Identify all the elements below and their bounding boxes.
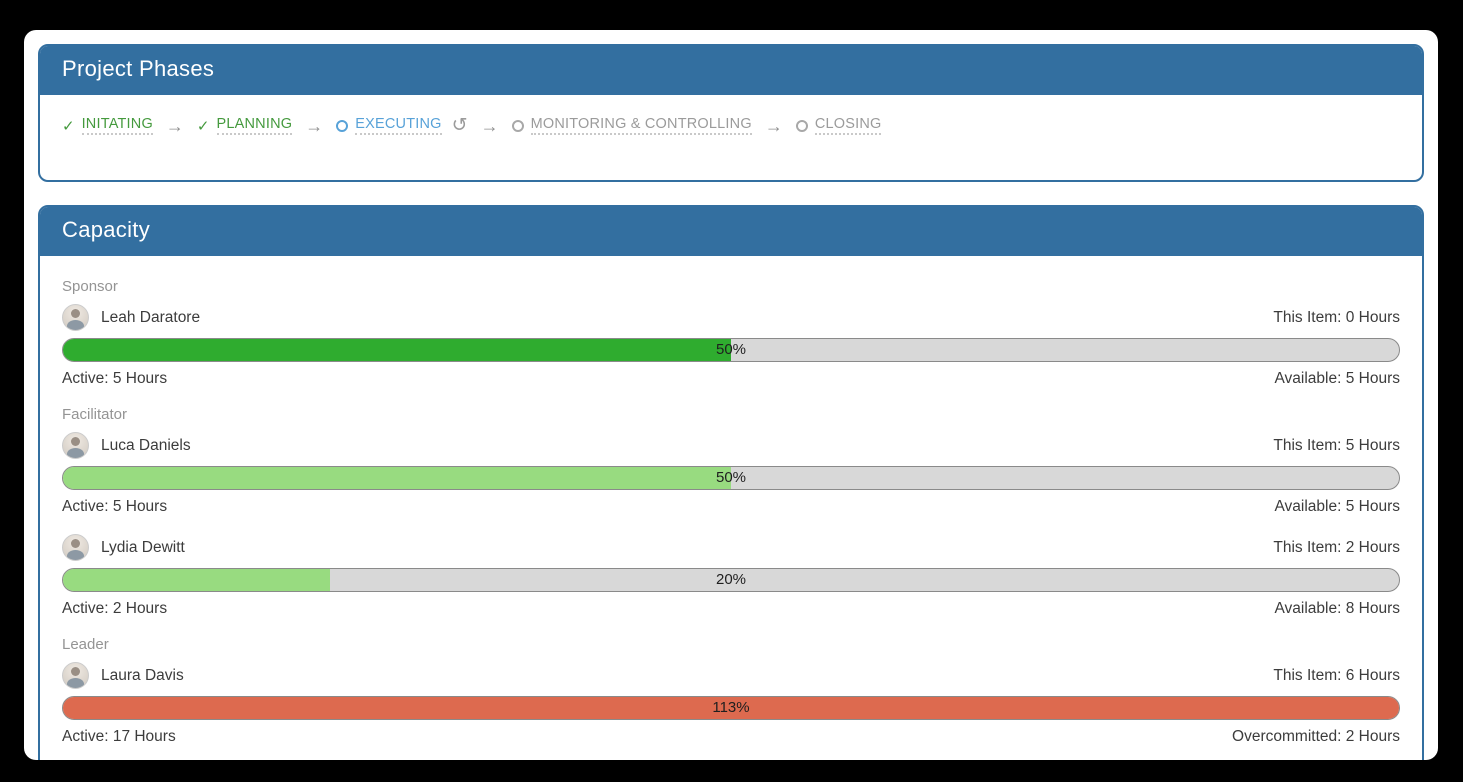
phase-stepper: ✓ INITATING → ✓ PLANNING → EXECUTING ↺ → [62, 116, 1400, 135]
stats-row: Active: 5 Hours Available: 5 Hours [62, 370, 1400, 388]
project-phases-header: Project Phases [40, 46, 1422, 95]
active-hours: Active: 5 Hours [62, 498, 168, 515]
capacity-bar: 50% [62, 338, 1400, 362]
capacity-panel: Capacity Sponsor Leah Daratore This Item… [38, 205, 1424, 760]
capacity-row: Leader Laura Davis This Item: 6 Hours 11… [62, 636, 1400, 746]
avatar [62, 432, 89, 459]
capacity-bar-percent: 20% [715, 571, 747, 588]
capacity-row: Lydia Dewitt This Item: 2 Hours 20% Acti… [62, 534, 1400, 618]
stats-row: Active: 5 Hours Available: 5 Hours [62, 498, 1400, 516]
circle-icon [795, 119, 808, 132]
capacity-row: Sponsor Leah Daratore This Item: 0 Hours… [62, 278, 1400, 388]
phases-body: ✓ INITATING → ✓ PLANNING → EXECUTING ↺ → [40, 95, 1422, 180]
person-row: Luca Daniels This Item: 5 Hours [62, 432, 1400, 459]
active-hours: Active: 17 Hours [62, 728, 176, 745]
capacity-bar-fill [63, 467, 731, 489]
role-label-facilitator: Facilitator [62, 406, 128, 423]
circle-icon [511, 119, 524, 132]
available-hours: Available: 5 Hours [1274, 370, 1400, 387]
restart-phase-icon[interactable]: ↺ [451, 115, 468, 136]
stats-row: Active: 17 Hours Overcommitted: 2 Hours [62, 728, 1400, 746]
capacity-bar-fill [63, 697, 1399, 719]
this-item-hours: This Item: 6 Hours [1273, 666, 1400, 684]
capacity-bar-fill [63, 339, 731, 361]
capacity-body: Sponsor Leah Daratore This Item: 0 Hours… [40, 256, 1422, 746]
active-hours: Active: 2 Hours [62, 600, 168, 617]
capacity-bar-percent: 50% [715, 341, 747, 358]
phase-item-initiating[interactable]: ✓ INITATING [62, 116, 153, 135]
check-icon: ✓ [196, 117, 210, 135]
available-hours: Available: 5 Hours [1274, 498, 1400, 515]
avatar [62, 304, 89, 331]
capacity-bar-percent: 50% [715, 469, 747, 486]
available-hours: Available: 8 Hours [1274, 600, 1400, 617]
avatar [62, 662, 89, 689]
circle-icon [336, 119, 349, 132]
project-phases-title: Project Phases [62, 56, 215, 81]
person-name: Lydia Dewitt [101, 538, 185, 556]
overcommitted-hours: Overcommitted: 2 Hours [1232, 728, 1400, 745]
page: Project Phases ✓ INITATING → ✓ PLANNING … [24, 30, 1438, 760]
phase-item-monitoring-controlling[interactable]: MONITORING & CONTROLLING [511, 116, 752, 135]
capacity-bar: 50% [62, 466, 1400, 490]
avatar [62, 534, 89, 561]
phase-label: PLANNING [216, 116, 293, 135]
project-phases-panel: Project Phases ✓ INITATING → ✓ PLANNING … [38, 44, 1424, 182]
capacity-bar-percent: 113% [712, 699, 750, 716]
capacity-bar-fill [63, 569, 331, 591]
phase-label: MONITORING & CONTROLLING [530, 116, 752, 135]
phase-label: INITATING [81, 116, 153, 135]
stats-row: Active: 2 Hours Available: 8 Hours [62, 600, 1400, 618]
arrow-right-icon: → [480, 115, 499, 136]
person-row: Lydia Dewitt This Item: 2 Hours [62, 534, 1400, 561]
person-row: Leah Daratore This Item: 0 Hours [62, 304, 1400, 331]
person-row: Laura Davis This Item: 6 Hours [62, 662, 1400, 689]
person-name: Luca Daniels [101, 436, 191, 454]
arrow-right-icon: → [764, 115, 783, 136]
role-label-leader: Leader [62, 636, 109, 653]
this-item-hours: This Item: 0 Hours [1273, 308, 1400, 326]
phase-item-planning[interactable]: ✓ PLANNING [196, 116, 293, 135]
phase-item-executing[interactable]: EXECUTING ↺ [336, 115, 468, 136]
capacity-header: Capacity [40, 207, 1422, 256]
phase-item-closing[interactable]: CLOSING [795, 116, 882, 135]
capacity-title: Capacity [62, 217, 150, 242]
phase-label: CLOSING [814, 116, 882, 135]
capacity-bar: 20% [62, 568, 1400, 592]
arrow-right-icon: → [165, 115, 184, 136]
person-name: Leah Daratore [101, 308, 201, 326]
arrow-right-icon: → [305, 115, 324, 136]
role-label-sponsor: Sponsor [62, 278, 118, 295]
capacity-bar: 113% [62, 696, 1400, 720]
this-item-hours: This Item: 2 Hours [1273, 538, 1400, 556]
phase-label: EXECUTING [355, 116, 442, 135]
check-icon: ✓ [62, 117, 75, 135]
this-item-hours: This Item: 5 Hours [1273, 436, 1400, 454]
active-hours: Active: 5 Hours [62, 370, 168, 387]
person-name: Laura Davis [101, 666, 184, 684]
capacity-row: Facilitator Luca Daniels This Item: 5 Ho… [62, 406, 1400, 516]
